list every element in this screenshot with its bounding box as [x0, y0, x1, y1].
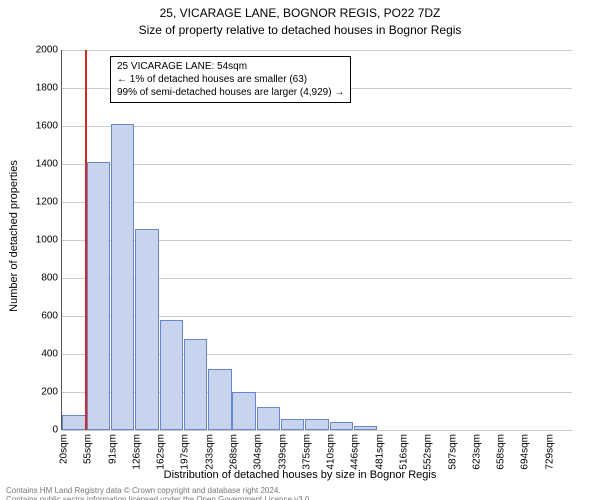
histogram-bar: [111, 124, 134, 430]
x-tick-label: 339sqm: [277, 434, 288, 470]
histogram-bar: [87, 162, 110, 430]
y-tick-label: 1000: [18, 235, 58, 246]
histogram-bar: [62, 415, 85, 430]
x-tick-label: 126sqm: [131, 434, 142, 470]
histogram-bar: [184, 339, 207, 430]
x-tick-label: 197sqm: [180, 434, 191, 470]
annotation-line-2: ← 1% of detached houses are smaller (63): [117, 73, 344, 86]
footer-attribution: Contains HM Land Registry data © Crown c…: [6, 486, 312, 500]
x-axis-label: Distribution of detached houses by size …: [0, 469, 600, 481]
histogram-bar: [257, 407, 280, 430]
gridline: [62, 430, 572, 431]
x-tick-label: 446sqm: [350, 434, 361, 470]
x-tick-label: 304sqm: [253, 434, 264, 470]
annotation-line-3: 99% of semi-detached houses are larger (…: [117, 86, 344, 99]
y-tick-label: 2000: [18, 45, 58, 56]
x-tick-label: 623sqm: [471, 434, 482, 470]
histogram-bar: [135, 229, 158, 430]
gridline: [62, 50, 572, 51]
histogram-bar: [354, 426, 377, 430]
gridline: [62, 126, 572, 127]
y-tick-label: 1400: [18, 159, 58, 170]
y-tick-label: 800: [18, 273, 58, 284]
x-tick-label: 481sqm: [374, 434, 385, 470]
histogram-bar: [208, 369, 231, 430]
y-tick-label: 1800: [18, 83, 58, 94]
chart-title-line2: Size of property relative to detached ho…: [0, 23, 600, 37]
gridline: [62, 202, 572, 203]
y-tick-label: 0: [18, 425, 58, 436]
x-tick-label: 729sqm: [544, 434, 555, 470]
histogram-bar: [305, 419, 328, 430]
y-tick-label: 1200: [18, 197, 58, 208]
gridline: [62, 164, 572, 165]
property-size-marker: [85, 50, 87, 430]
footer-line-2: Contains public sector information licen…: [6, 495, 312, 500]
annotation-line-1: 25 VICARAGE LANE: 54sqm: [117, 60, 344, 73]
histogram-bar: [281, 419, 304, 430]
y-tick-label: 400: [18, 349, 58, 360]
y-tick-label: 1600: [18, 121, 58, 132]
x-tick-label: 552sqm: [423, 434, 434, 470]
x-tick-label: 20sqm: [59, 434, 70, 464]
x-tick-label: 516sqm: [399, 434, 410, 470]
plot-area: 020040060080010001200140016001800200020s…: [62, 50, 572, 430]
x-tick-label: 694sqm: [520, 434, 531, 470]
x-tick-label: 55sqm: [83, 434, 94, 464]
x-tick-label: 587sqm: [447, 434, 458, 470]
chart-title-line1: 25, VICARAGE LANE, BOGNOR REGIS, PO22 7D…: [0, 6, 600, 22]
plot-canvas: 020040060080010001200140016001800200020s…: [62, 50, 572, 430]
x-tick-label: 268sqm: [229, 434, 240, 470]
footer-line-1: Contains HM Land Registry data © Crown c…: [6, 486, 312, 495]
histogram-bar: [160, 320, 183, 430]
x-tick-label: 91sqm: [107, 434, 118, 464]
y-tick-label: 600: [18, 311, 58, 322]
x-tick-label: 233sqm: [204, 434, 215, 470]
x-tick-label: 162sqm: [156, 434, 167, 470]
annotation-box: 25 VICARAGE LANE: 54sqm ← 1% of detached…: [110, 56, 351, 103]
chart-container: { "title_line1": "25, VICARAGE LANE, BOG…: [0, 6, 600, 500]
y-tick-label: 200: [18, 387, 58, 398]
histogram-bar: [232, 392, 255, 430]
x-tick-label: 410sqm: [326, 434, 337, 470]
x-tick-label: 658sqm: [496, 434, 507, 470]
x-tick-label: 375sqm: [301, 434, 312, 470]
histogram-bar: [330, 422, 353, 430]
